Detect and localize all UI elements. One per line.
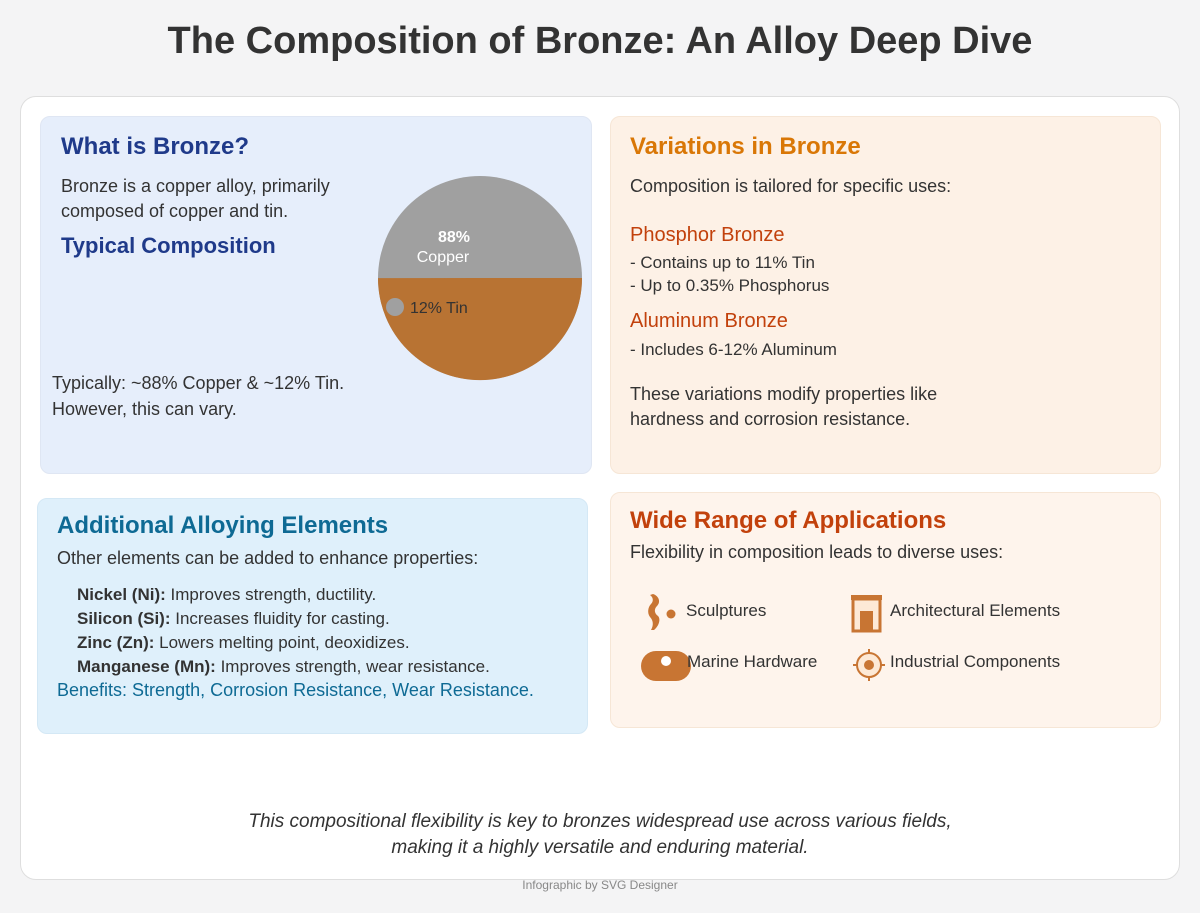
application-industrial-components: Industrial Components [890, 652, 1061, 671]
building-icon [851, 595, 882, 633]
composition-note-line2: However, this can vary. [52, 399, 237, 419]
applications-heading: Wide Range of Applications [630, 507, 947, 534]
composition-note-line1: Typically: ~88% Copper & ~12% Tin. [52, 373, 345, 393]
alloying-elements-intro: Other elements can be added to enhance p… [57, 548, 479, 568]
alloying-item-nickel: Nickel (Ni): Improves strength, ductilit… [77, 585, 376, 605]
variations-intro: Composition is tailored for specific use… [630, 176, 952, 196]
alloying-elements-panel [37, 498, 588, 734]
variations-heading: Variations in Bronze [630, 133, 861, 160]
page-title: The Composition of Bronze: An Alloy Deep… [167, 20, 1033, 62]
application-marine-hardware: Marine Hardware [687, 652, 818, 671]
pie-tin-label: 12% Tin [410, 300, 468, 317]
applications-intro: Flexibility in composition leads to dive… [630, 542, 1004, 562]
alloying-item-name: Nickel (Ni): [77, 585, 166, 604]
alloying-item-desc: Lowers melting point, deoxidizes. [154, 633, 410, 652]
application-sculptures: Sculptures [686, 601, 767, 620]
alloying-elements-heading: Additional Alloying Elements [57, 512, 389, 539]
gear-icon [853, 649, 885, 681]
variations-panel [610, 116, 1161, 474]
alloying-item-name: Silicon (Si): [77, 609, 171, 628]
alloying-item-manganese: Manganese (Mn): Improves strength, wear … [77, 657, 490, 677]
bronze-description-line2: composed of copper and tin. [61, 201, 289, 221]
alloying-item-desc: Improves strength, ductility. [165, 585, 377, 604]
variations-summary-line1: These variations modify properties like [630, 384, 938, 404]
phosphor-bronze-detail-1: - Contains up to 11% Tin [630, 253, 815, 272]
alloying-benefits: Benefits: Strength, Corrosion Resistance… [57, 680, 534, 700]
marine-hardware-icon [641, 651, 691, 681]
what-is-bronze-heading: What is Bronze? [61, 133, 250, 160]
application-architectural-elements: Architectural Elements [890, 601, 1061, 620]
alloying-item-name: Zinc (Zn): [77, 633, 155, 652]
typical-composition-heading: Typical Composition [61, 233, 276, 258]
alloying-item-name: Manganese (Mn): [77, 657, 216, 676]
footer-note-line1: This compositional flexibility is key to… [248, 811, 952, 832]
phosphor-bronze-title: Phosphor Bronze [630, 224, 785, 246]
alloying-item-silicon: Silicon (Si): Increases fluidity for cas… [77, 609, 390, 629]
pie-copper-percent-label: 88% [438, 229, 470, 246]
phosphor-bronze-detail-2: - Up to 0.35% Phosphorus [630, 276, 830, 295]
alloying-item-desc: Increases fluidity for casting. [170, 609, 390, 628]
footer-note-line2: making it a highly versatile and endurin… [391, 837, 809, 858]
aluminum-bronze-title: Aluminum Bronze [630, 310, 788, 332]
variations-summary-line2: hardness and corrosion resistance. [630, 409, 911, 429]
aluminum-bronze-detail-1: - Includes 6-12% Aluminum [630, 340, 837, 359]
composition-pie-chart: 88% Copper 12% Tin [378, 176, 583, 381]
bronze-description-line1: Bronze is a copper alloy, primarily [61, 176, 330, 196]
pie-slice-copper [378, 278, 583, 381]
credit-text: Infographic by SVG Designer [522, 878, 678, 892]
tin-legend-dot [386, 298, 404, 316]
alloying-item-zinc: Zinc (Zn): Lowers melting point, deoxidi… [77, 633, 410, 653]
pie-copper-name-label: Copper [417, 249, 470, 266]
applications-panel [610, 492, 1161, 728]
sculpture-icon [648, 594, 676, 630]
alloying-item-desc: Improves strength, wear resistance. [215, 657, 490, 676]
